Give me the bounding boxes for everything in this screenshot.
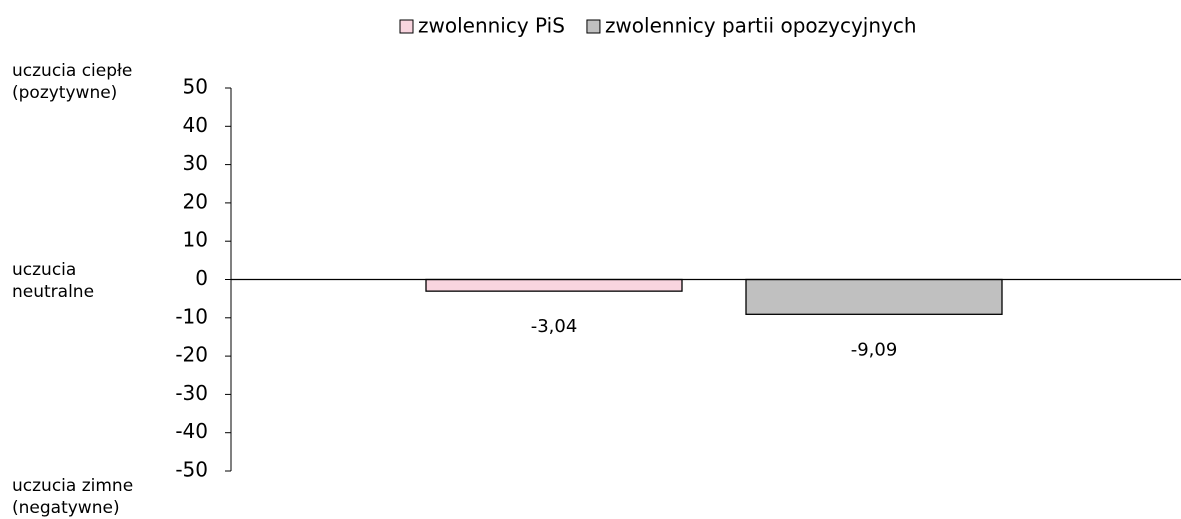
y-tick-label: 10 <box>183 228 208 252</box>
annotation: uczucia ciepłe (pozytywne) <box>12 61 133 103</box>
bar <box>425 278 683 292</box>
bar <box>745 278 1003 315</box>
value-label: -9,09 <box>851 339 898 360</box>
legend-label: zwolennicy PiS <box>418 14 565 38</box>
legend-swatch <box>586 19 601 34</box>
y-tick-label: 30 <box>183 151 208 175</box>
y-tick-label: -30 <box>175 381 208 405</box>
annotation: uczucia zimne (negatywne) <box>12 476 134 518</box>
legend-label: zwolennicy partii opozycyjnych <box>605 14 917 38</box>
y-tick-label: 0 <box>195 266 208 290</box>
y-tick-label: -50 <box>175 458 208 482</box>
y-tick-label: 40 <box>183 113 208 137</box>
legend-swatch <box>399 19 414 34</box>
annotation: uczucia neutralne <box>12 260 95 301</box>
y-tick-label: 20 <box>183 189 208 213</box>
y-tick-label: -40 <box>175 419 208 443</box>
value-label: -3,04 <box>531 316 578 337</box>
y-tick-label: -20 <box>175 343 208 367</box>
y-tick-label: 50 <box>183 75 208 99</box>
y-tick-label: -10 <box>175 304 208 328</box>
